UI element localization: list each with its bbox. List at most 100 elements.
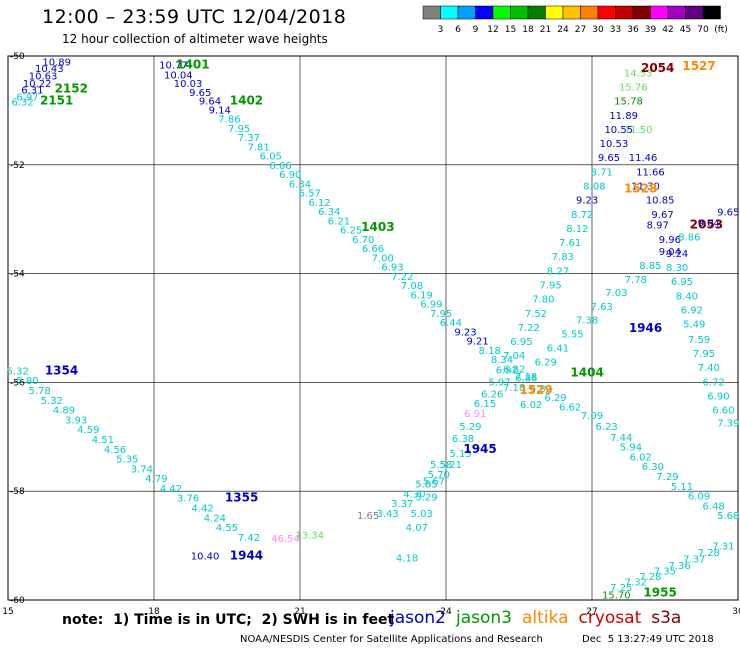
color-bin-label: 70 xyxy=(697,25,709,35)
wave-height-label: 5.32 xyxy=(41,396,63,407)
wave-height-label: 6.66 xyxy=(269,161,291,172)
pass-time-label: 2054 xyxy=(641,61,674,75)
x-tick-label: 21 xyxy=(294,607,305,617)
credit-line: NOAA/NESDIS Center for Satellite Applica… xyxy=(240,634,543,645)
wave-height-label: 11.30 xyxy=(631,181,660,192)
wave-height-label: 7.08 xyxy=(401,281,423,292)
wave-height-label: 7.28 xyxy=(639,572,661,583)
wave-height-label: 9.23 xyxy=(454,327,476,338)
wave-height-label: 6.41 xyxy=(547,344,569,355)
wave-height-label: 5.15 xyxy=(449,449,471,460)
y-tick-label: -58 xyxy=(10,487,25,497)
wave-height-label: 10.77 xyxy=(159,61,188,72)
color-bin-label: 24 xyxy=(557,25,569,35)
wave-height-label: 5.49 xyxy=(683,320,705,331)
color-bin-label: 15 xyxy=(505,25,516,35)
wave-height-label: 7.00 xyxy=(372,253,394,264)
wave-height-label: 6.38 xyxy=(452,434,474,445)
wave-height-label: 5.78 xyxy=(29,386,51,397)
wave-height-label: 10.53 xyxy=(600,139,629,150)
wave-height-label: 14.53 xyxy=(624,68,653,79)
wave-height-label: 7.95 xyxy=(540,280,562,291)
y-tick-label: -60 xyxy=(10,596,25,606)
wave-height-label: 5.11 xyxy=(671,482,693,493)
wave-height-label: 5.29 xyxy=(459,422,481,433)
wave-height-label: 6.30 xyxy=(642,462,664,473)
wave-height-label: 9.67 xyxy=(651,210,673,221)
wave-height-label: 8.30 xyxy=(666,263,688,274)
wave-height-label: 10.89 xyxy=(42,57,71,68)
wave-height-label: 4.89 xyxy=(53,406,75,417)
wave-height-label: 6.05 xyxy=(260,152,282,163)
wave-height-label: 7.37 xyxy=(683,555,705,566)
x-tick-label: 30 xyxy=(732,607,740,617)
pass-time-label: 2151 xyxy=(40,94,73,108)
wave-height-label: 4.07 xyxy=(406,523,428,534)
wave-height-label: 6.60 xyxy=(712,406,734,417)
wave-height-label: 1.65 xyxy=(357,511,379,522)
color-bin-label: 36 xyxy=(627,25,639,35)
wave-height-label: 6.70 xyxy=(352,235,374,246)
wave-height-label: 7.03 xyxy=(605,288,627,299)
wave-height-label: 7.31 xyxy=(712,542,734,553)
wave-height-label: 5.68 xyxy=(717,511,739,522)
wave-height-label: 5.70 xyxy=(428,470,450,481)
wave-height-label: 7.04 xyxy=(503,351,525,362)
legend-item-cryosat: cryosat xyxy=(578,608,642,628)
wave-height-label: 5.03 xyxy=(411,509,433,520)
wave-height-label: 10.40 xyxy=(191,551,220,562)
wave-height-label: 10.22 xyxy=(23,79,52,90)
wave-height-label: 6.90 xyxy=(707,391,729,402)
color-bin-label: 39 xyxy=(645,25,657,35)
wave-height-label: 11.50 xyxy=(624,125,653,136)
wave-height-label: 7.40 xyxy=(698,363,720,374)
pass-time-label: 1403 xyxy=(361,220,394,234)
wave-height-label: 4.42 xyxy=(192,504,214,515)
wave-height-label: 6.34 xyxy=(318,207,340,218)
wave-height-label: 6.34 xyxy=(289,179,311,190)
wave-height-label: 5.21 xyxy=(440,460,462,471)
wave-height-label: 5.67 xyxy=(423,476,445,487)
chart-subtitle: 12 hour collection of altimeter wave hei… xyxy=(62,32,328,46)
wave-height-label: 5.80 xyxy=(16,376,38,387)
wave-height-label: 6.31 xyxy=(21,86,43,97)
wave-height-label: 4.42 xyxy=(160,484,182,495)
wave-height-label: 7.28 xyxy=(698,548,720,559)
color-bin xyxy=(702,5,721,20)
wave-height-label: 13.34 xyxy=(295,531,324,542)
pass-time-label: 1402 xyxy=(230,94,263,108)
wave-height-label: 7.95 xyxy=(228,124,250,135)
wave-height-label: 7.81 xyxy=(248,142,270,153)
wave-height-label: 4.51 xyxy=(92,435,114,446)
wave-height-label: 8.71 xyxy=(591,167,613,178)
wave-height-label: 15.76 xyxy=(619,82,648,93)
wave-height-label: 10.63 xyxy=(29,72,58,83)
wave-height-label: 6.32 xyxy=(11,98,33,109)
wave-height-label: 6.95 xyxy=(510,337,532,348)
wave-height-label: 5.29 xyxy=(415,493,437,504)
wave-height-label: 15.78 xyxy=(614,97,643,108)
wave-height-label: 4.56 xyxy=(104,445,126,456)
pass-time-label: 1355 xyxy=(225,491,258,505)
wave-height-label: 7.37 xyxy=(238,133,260,144)
wave-height-label: 6.99 xyxy=(420,300,442,311)
color-bin-label: 12 xyxy=(487,25,498,35)
wave-height-label: 11.66 xyxy=(636,167,665,178)
wave-height-label: 6.72 xyxy=(703,377,725,388)
wave-height-label: 6.93 xyxy=(381,263,403,274)
wave-height-label: 6.82 xyxy=(530,384,552,395)
wave-height-label: 15.70 xyxy=(602,591,631,602)
wave-height-label: 6.82 xyxy=(503,364,525,375)
wave-height-label: 7.32 xyxy=(625,578,647,589)
wave-height-label: 10.55 xyxy=(604,125,633,136)
pass-time-label: 1401 xyxy=(176,58,209,72)
x-tick-label: 15 xyxy=(2,607,13,617)
wave-height-label: 10.85 xyxy=(646,196,675,207)
color-scale-legend: 3 6 9 12 15 18 21 24 27 30 33 36 39 42 45 70 (ft) xyxy=(422,5,728,35)
wave-height-label: 5.94 xyxy=(620,443,642,454)
pass-time-label: 1945 xyxy=(463,442,496,456)
wave-height-label: 6.02 xyxy=(520,400,542,411)
wave-height-label: 9.64 xyxy=(199,97,221,108)
wave-height-label: 7.18 xyxy=(515,372,537,383)
